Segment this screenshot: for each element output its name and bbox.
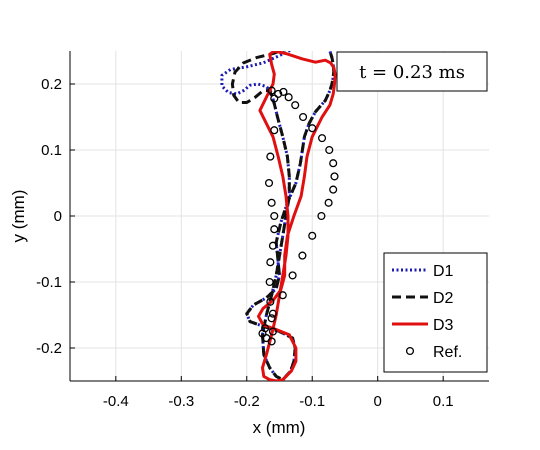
y-tick-label: 0.2 (41, 76, 62, 93)
ref-marker (299, 112, 308, 122)
y-axis-label: y (mm) (9, 190, 28, 243)
ref-marker (325, 145, 334, 155)
ref-marker (288, 271, 297, 280)
ref-marker (266, 152, 275, 161)
ref-marker (298, 251, 307, 260)
ref-marker (284, 93, 293, 102)
ref-marker (329, 185, 338, 194)
x-axis-label: x (mm) (253, 418, 306, 437)
ref-marker (329, 159, 338, 168)
ref-marker (267, 86, 276, 95)
ref-marker (268, 327, 278, 336)
legend: D1 D2 D3 Ref. (383, 252, 488, 373)
x-tick-label: 0 (374, 393, 382, 410)
ref-marker (267, 337, 276, 346)
ref-marker (268, 309, 278, 318)
y-tick-labels: -0.2 -0.1 0 0.1 0.2 (36, 76, 62, 357)
time-annotation: t = 0.23 ms (336, 51, 488, 92)
ref-marker (270, 94, 279, 103)
legend-label-d2: D2 (433, 290, 454, 307)
ref-marker (266, 297, 275, 306)
legend-box (383, 252, 488, 373)
ref-marker (308, 231, 317, 240)
ref-marker (274, 89, 283, 98)
ref-marker (267, 314, 276, 323)
x-tick-label: -0.3 (168, 393, 194, 410)
series-d2-line (230, 51, 336, 381)
ref-marker (291, 101, 300, 110)
ref-marker (270, 211, 279, 221)
ref-marker (308, 124, 317, 133)
series-layer (220, 51, 339, 381)
ref-marker (258, 329, 267, 338)
y-tick-label: -0.2 (36, 340, 62, 357)
ref-marker (267, 198, 276, 207)
y-tick-label: -0.1 (36, 274, 62, 291)
x-tick-label: -0.2 (234, 393, 260, 410)
annotation-box (336, 51, 488, 92)
y-tick-label: 0 (54, 208, 62, 225)
legend-label-d1: D1 (433, 263, 454, 280)
ref-marker (270, 126, 279, 135)
ref-marker (270, 225, 279, 234)
legend-label-ref: Ref. (433, 344, 462, 361)
annotation-text: t = 0.23 ms (359, 62, 465, 83)
x-tick-label: -0.4 (103, 393, 129, 410)
ref-marker (268, 241, 278, 250)
ref-marker (318, 134, 327, 143)
ref-marker (266, 258, 275, 267)
ref-marker (324, 198, 333, 207)
x-tick-labels: -0.4 -0.3 -0.2 -0.1 0 0.1 (103, 393, 454, 410)
legend-label-d3: D3 (433, 317, 454, 334)
ref-marker (278, 291, 287, 300)
legend-swatch-ref (405, 346, 415, 356)
ref-marker (265, 277, 274, 287)
x-tick-label: -0.1 (299, 393, 325, 410)
ref-marker (279, 87, 288, 96)
ref-marker (330, 172, 339, 181)
y-tick-label: 0.1 (41, 142, 62, 159)
x-tick-label: 0.1 (433, 393, 454, 410)
ref-marker (264, 178, 274, 188)
ref-marker (317, 211, 326, 221)
